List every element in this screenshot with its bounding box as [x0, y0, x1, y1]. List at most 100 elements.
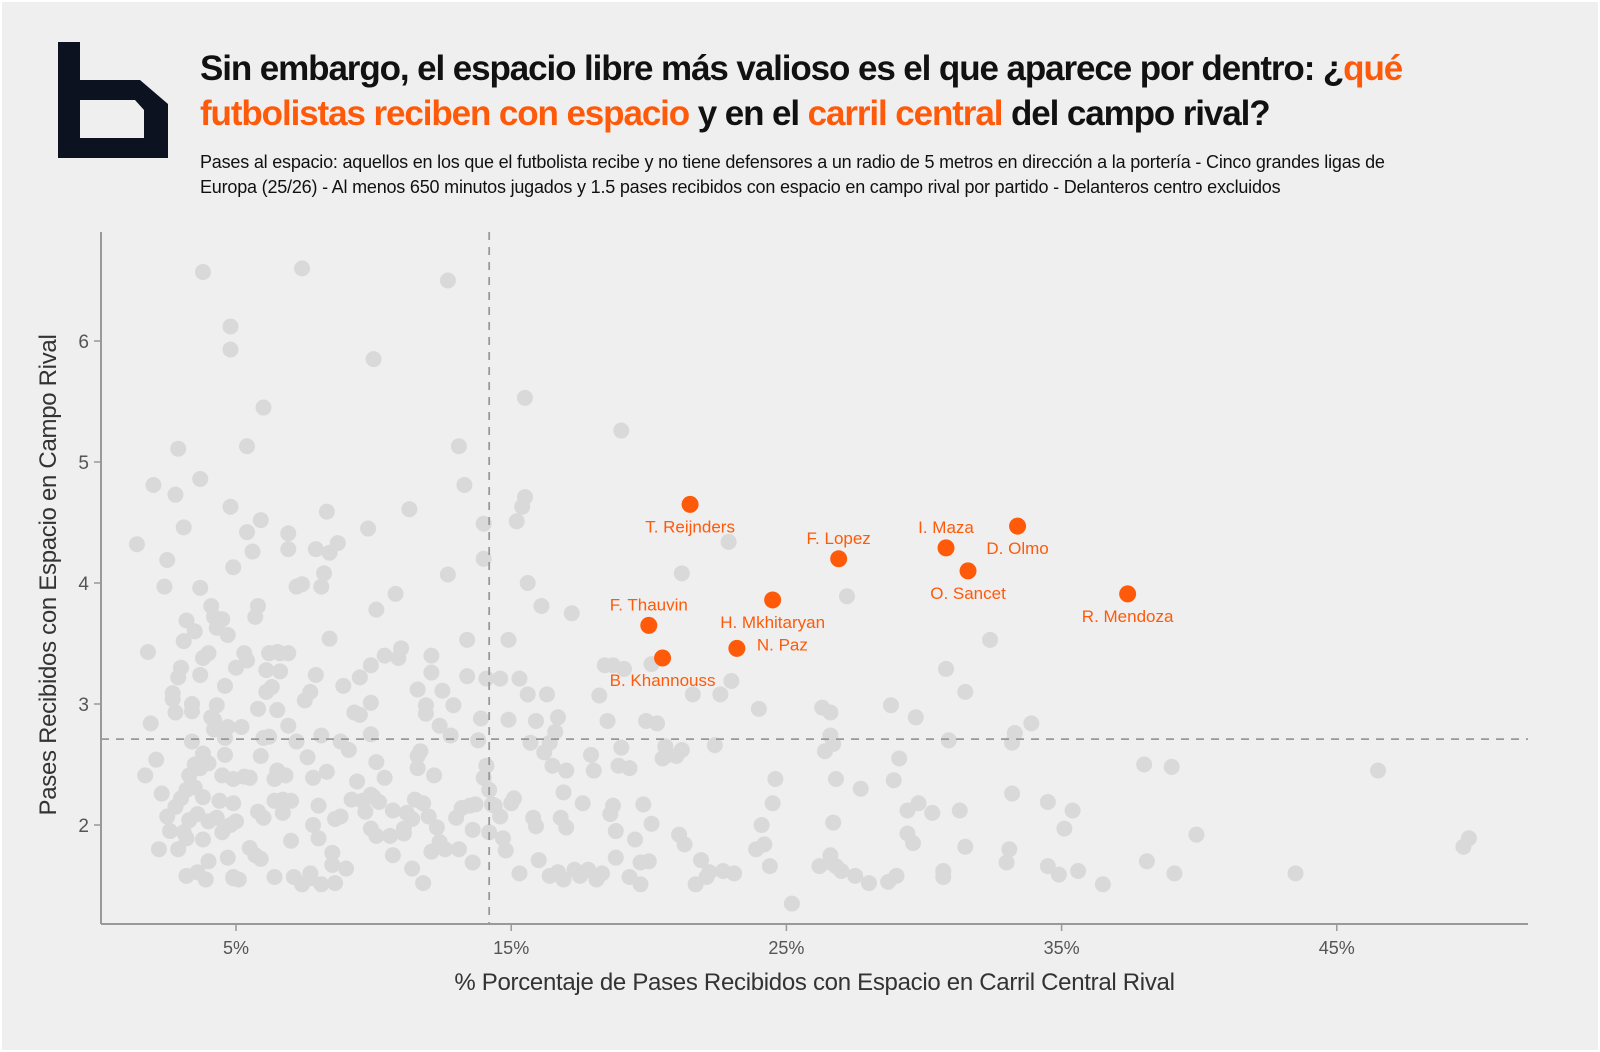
data-point	[368, 827, 385, 844]
data-point	[423, 647, 440, 664]
data-point	[497, 842, 514, 859]
data-point	[470, 732, 487, 749]
data-point	[324, 844, 341, 861]
x-tick-label: 5%	[223, 938, 249, 958]
data-point	[335, 677, 352, 694]
data-point	[277, 767, 294, 784]
data-point	[516, 389, 533, 406]
point-label: R. Mendoza	[1082, 607, 1174, 626]
data-point	[255, 809, 272, 826]
data-point	[142, 715, 159, 732]
data-point	[998, 854, 1015, 871]
data-point	[640, 853, 657, 870]
data-point	[362, 694, 379, 711]
data-point	[167, 704, 184, 721]
data-point	[827, 771, 844, 788]
data-point	[310, 830, 327, 847]
data-point	[332, 808, 349, 825]
data-point	[1064, 802, 1081, 819]
data-point	[186, 623, 203, 640]
data-point	[613, 739, 630, 756]
data-point	[957, 683, 974, 700]
data-point	[492, 808, 509, 825]
data-point	[263, 679, 280, 696]
data-point	[910, 795, 927, 812]
highlighted-point	[937, 539, 955, 557]
data-point	[214, 611, 231, 628]
data-point	[1039, 794, 1056, 811]
data-point	[852, 780, 869, 797]
data-point	[643, 815, 660, 832]
data-point	[404, 810, 421, 827]
data-point	[549, 709, 566, 726]
data-point	[387, 585, 404, 602]
data-point	[371, 794, 388, 811]
data-point	[676, 836, 693, 853]
highlighted-point	[728, 639, 746, 657]
data-point	[250, 700, 267, 717]
data-point	[349, 773, 366, 790]
data-point	[401, 501, 418, 518]
data-point	[294, 576, 311, 593]
point-label: F. Thauvin	[610, 595, 688, 614]
data-point	[464, 854, 481, 871]
data-point	[1370, 762, 1387, 779]
data-point	[437, 841, 454, 858]
data-point	[684, 686, 701, 703]
data-point	[701, 864, 718, 881]
data-point	[500, 711, 517, 728]
data-point	[239, 438, 256, 455]
data-point	[393, 640, 410, 657]
data-point	[280, 541, 297, 558]
data-point	[222, 341, 239, 358]
highlighted-point	[640, 616, 658, 634]
data-point	[128, 536, 145, 553]
data-point	[428, 819, 445, 836]
data-point	[222, 498, 239, 515]
data-point	[266, 869, 283, 886]
data-point	[825, 814, 842, 831]
data-point	[313, 578, 330, 595]
data-point	[340, 741, 357, 758]
subtitle-line-1: Pases al espacio: aquellos en los que el…	[200, 152, 1385, 172]
y-tick-label: 2	[78, 816, 89, 837]
data-point	[467, 796, 484, 813]
data-point	[475, 550, 492, 567]
data-point	[305, 769, 322, 786]
data-point	[594, 865, 611, 882]
data-point	[310, 797, 327, 814]
data-point	[563, 605, 580, 622]
data-point	[951, 802, 968, 819]
chart-title: Sin embargo, el espacio libre más valios…	[200, 46, 1570, 136]
data-point	[230, 871, 247, 888]
data-point	[1023, 715, 1040, 732]
highlighted-point	[764, 591, 782, 609]
data-point	[283, 832, 300, 849]
data-point	[376, 769, 393, 786]
data-point	[170, 841, 187, 858]
point-label: O. Sancet	[930, 584, 1006, 603]
data-point	[167, 486, 184, 503]
data-point	[982, 631, 999, 648]
data-point	[434, 682, 451, 699]
data-point	[522, 734, 539, 751]
data-point	[935, 869, 952, 886]
data-point	[324, 856, 341, 873]
data-point	[150, 841, 167, 858]
data-point	[172, 659, 189, 676]
data-point	[756, 836, 773, 853]
data-point	[599, 712, 616, 729]
data-point	[475, 515, 492, 532]
title-part-3: del campo rival?	[1002, 94, 1271, 133]
data-point	[627, 831, 644, 848]
data-point	[178, 612, 195, 629]
data-point	[351, 669, 368, 686]
data-point	[957, 838, 974, 855]
data-point	[882, 697, 899, 714]
data-point	[192, 666, 209, 683]
data-point	[464, 821, 481, 838]
data-point	[632, 876, 649, 893]
data-point	[533, 597, 550, 614]
data-point	[585, 762, 602, 779]
data-point	[148, 751, 165, 768]
